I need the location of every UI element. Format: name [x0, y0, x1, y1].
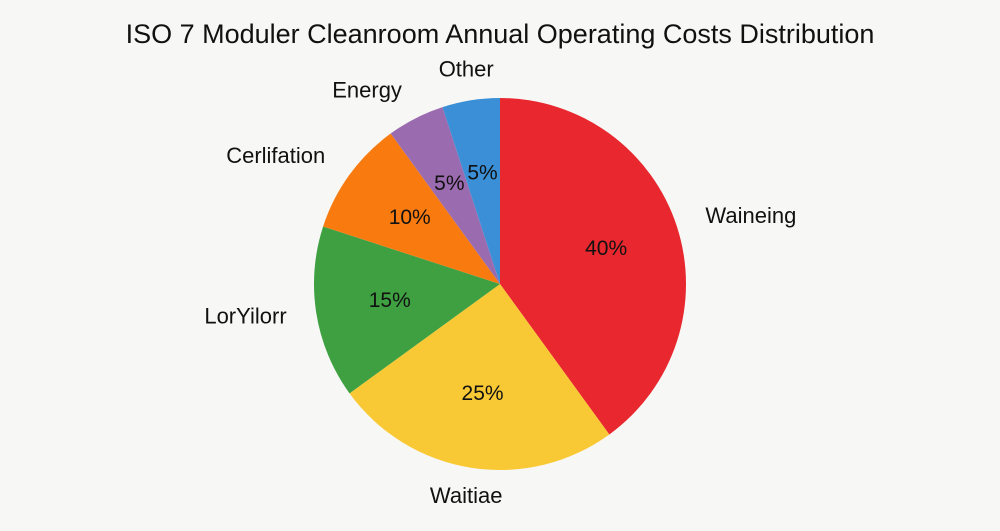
value-label: 15% — [369, 289, 411, 312]
value-label: 25% — [462, 382, 504, 405]
value-label: 10% — [389, 206, 431, 229]
pie-slice — [323, 133, 500, 284]
category-label: Cerlifation — [226, 143, 325, 168]
category-label: Other — [439, 56, 494, 81]
value-label: 40% — [585, 237, 627, 260]
pie-slice — [349, 284, 610, 470]
category-label: LorYilorr — [204, 304, 286, 329]
value-label: 5% — [467, 161, 497, 184]
category-label: Waitiae — [430, 483, 503, 508]
category-label: Energy — [332, 77, 402, 102]
pie-slice — [390, 107, 500, 284]
value-label: 5% — [434, 172, 464, 195]
pie-slice — [442, 98, 500, 284]
category-label: Waineing — [705, 203, 796, 228]
chart-title: ISO 7 Moduler Cleanroom Annual Operating… — [126, 19, 875, 49]
pie-slice — [314, 226, 500, 394]
pie-slice — [500, 98, 687, 435]
